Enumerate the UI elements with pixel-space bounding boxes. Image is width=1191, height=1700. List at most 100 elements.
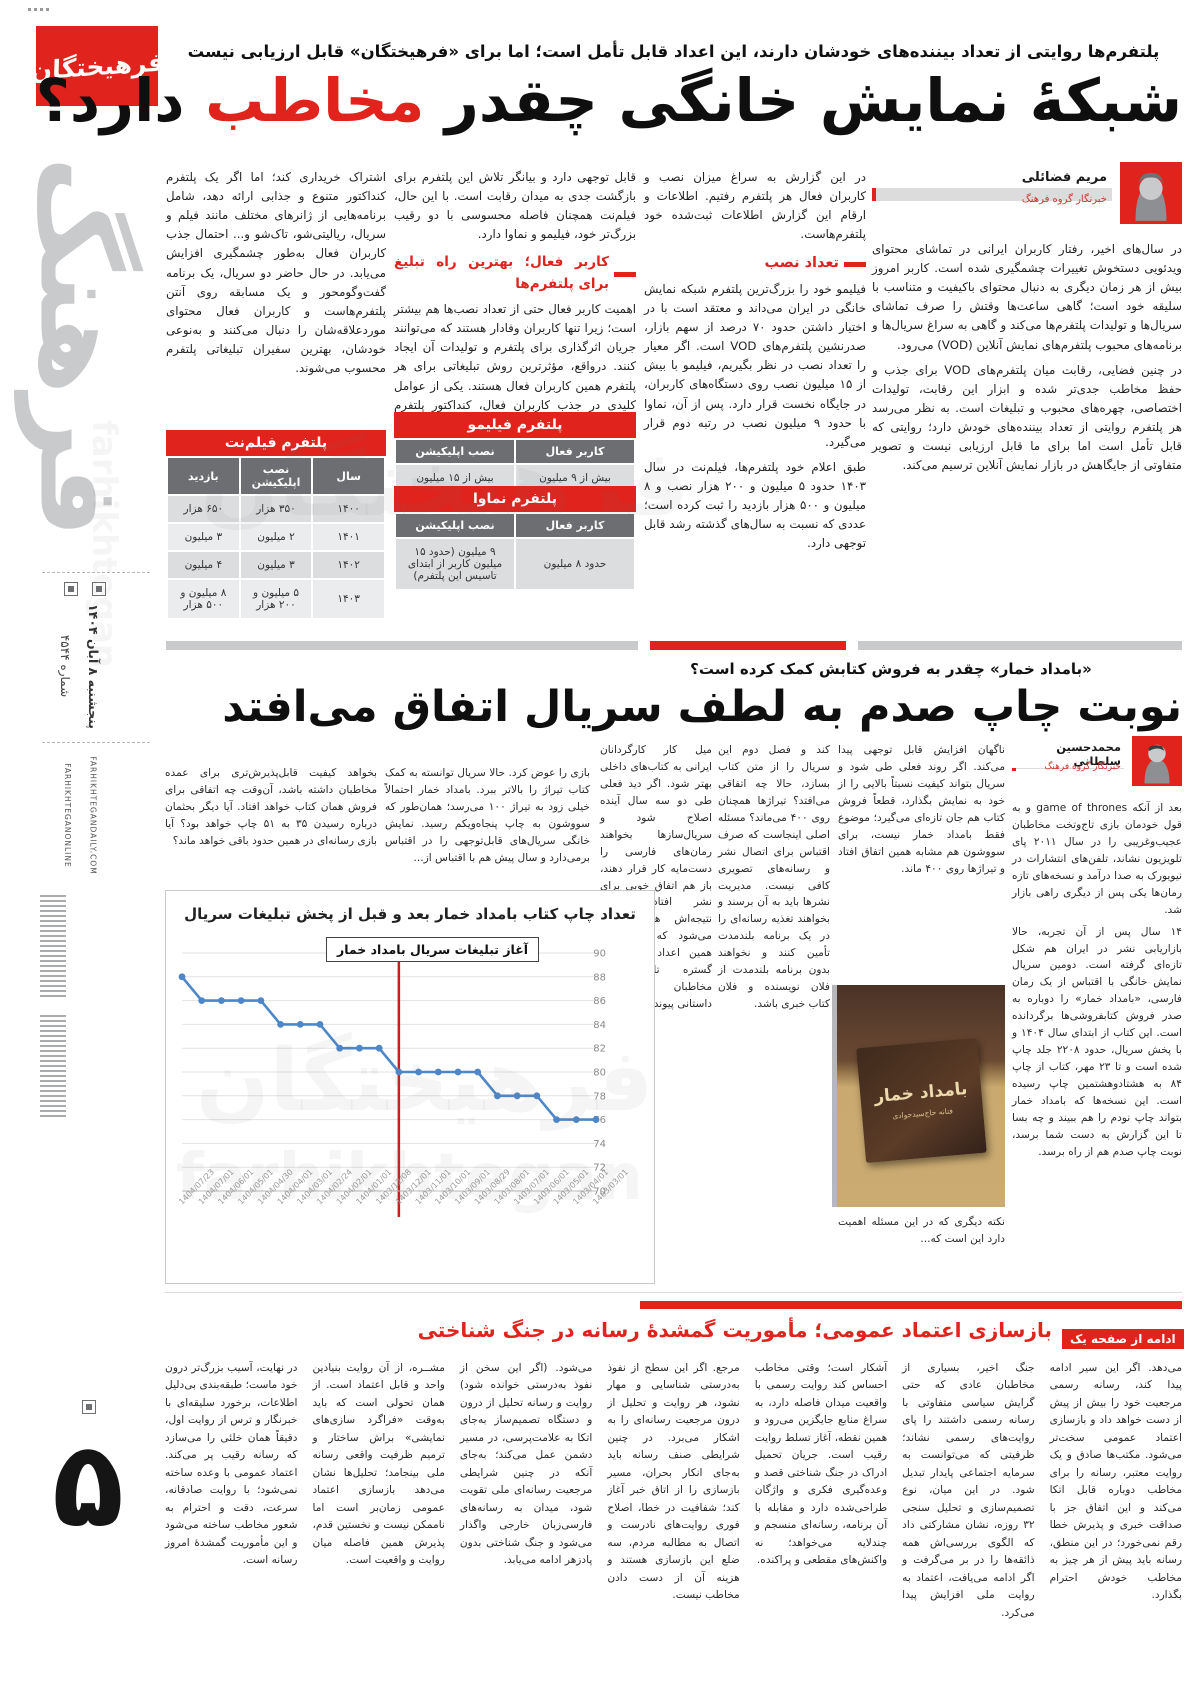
website-url-1: FARHIKHTEGANDAILY.COM	[88, 755, 98, 875]
issue-grid-icon	[64, 582, 78, 596]
barcode-block-1	[40, 895, 66, 1000]
section-divider-red	[650, 641, 846, 650]
table-row: ۱۴۰۲ ۳ میلیون ۴ میلیون	[166, 550, 386, 580]
table-row: حدود ۸ میلیون ۹ میلیون (حدود ۱۵ میلیون کا…	[394, 537, 636, 591]
article3-column-3: آشکار است؛ وقتی مخاطب احساس کند روایت رس…	[754, 1362, 888, 1567]
page-marker-icon	[82, 1400, 96, 1414]
table-title: پلتفرم نماوا	[394, 486, 636, 512]
table-header-cell: بازدید	[166, 456, 241, 496]
book-title: بامداد خمار	[872, 1078, 968, 1107]
table-row: ۱۴۰۳ ۵ میلیون و ۲۰۰ هزار ۸ میلیون و ۵۰۰ هز…	[166, 578, 386, 620]
data-table: پلتفرم نماوا کاربر فعال نصب اپلیکیشن حدود ۸…	[394, 486, 636, 591]
page-number: ۵	[52, 1415, 125, 1553]
article1-column-1: در سال‌های اخیر، رفتار کاربران ایرانی در…	[872, 240, 1182, 612]
barcode-block-2	[40, 1015, 66, 1120]
article3-column-6: مشــره، از آن روایت بنیادین واحد و قابل …	[312, 1362, 445, 1567]
svg-text:70: 70	[593, 1187, 606, 1198]
article2-above-chart-left: بخواهد کیفیت قابل‌پذیرش‌تری برای عمده مخ…	[165, 767, 377, 847]
data-table: پلتفرم فیلیمو کاربر فعال نصب اپلیکیشن بیش ا…	[394, 412, 636, 493]
data-table: پلتفرم فیلم‌نت سال نصب اپلیکیشن بازدید ۱۴۰۰ ۳…	[166, 430, 386, 620]
section-label-vertical: فرهنگ	[15, 156, 145, 538]
article1-headline: شبکهٔ نمایش خانگی چقدر مخاطب دارد؟	[35, 66, 1183, 135]
table-cell: ۱۴۰۱	[311, 522, 386, 552]
print-run-chart: تعداد چاپ کتاب بامداد خمار بعد و قبل از …	[165, 890, 655, 1284]
table-row: ۱۴۰۱ ۲ میلیون ۳ میلیون	[166, 522, 386, 552]
svg-text:90: 90	[593, 949, 606, 960]
author-photo	[1132, 736, 1182, 786]
table-title: پلتفرم فیلم‌نت	[166, 430, 386, 456]
svg-text:82: 82	[593, 1044, 606, 1055]
paragraph: قابل توجهی دارد و بیانگر تلاش این پلتفرم…	[394, 170, 636, 242]
table-header-cell: نصب اپلیکیشن	[394, 438, 516, 465]
table-cell: ۴ میلیون	[166, 550, 241, 580]
article1-author-block: مریم فضائلی خبرنگار گروه فرهنگ	[872, 162, 1182, 226]
table-cell: ۳ میلیون	[166, 522, 241, 552]
paragraph: ۱۴ سال پس از آن تجربه، حالا بازاریابی نش…	[1012, 925, 1183, 1158]
book-author: فتانه حاج‌سیدجوادی	[891, 1106, 953, 1121]
article2-column-b-bottom: نکته دیگری که در این مسئله اهمیت دارد ای…	[838, 1216, 1005, 1245]
table-header-cell: کاربر فعال	[514, 512, 636, 539]
table-header-cell: کاربر فعال	[514, 438, 636, 465]
table-cell: ۸ میلیون و ۵۰۰ هزار	[166, 578, 241, 620]
table-cell: ۱۴۰۳	[311, 578, 386, 620]
svg-text:80: 80	[593, 1068, 606, 1079]
author-name: مریم فضائلی	[1018, 170, 1110, 185]
article3-column-4: مرجع. اگر این سطح از نفوذ به‌درستی شناسا…	[607, 1362, 740, 1602]
paragraph: در چنین فضایی، رقابت میان پلتفرم‌های VOD…	[872, 362, 1182, 473]
issue-number: شماره ۴۵۴۴	[57, 634, 72, 698]
table-header-cell: نصب اپلیکیشن	[238, 456, 314, 496]
article1-column-2: در این گزارش به سراغ میزان نصب و کاربران…	[644, 168, 866, 612]
article3-continued-label: ادامه از صفحه یک	[1062, 1328, 1184, 1349]
article3-column-7: در نهایت، آسیب بزرگ‌تر درون خود ماست؛ طب…	[165, 1362, 298, 1567]
article2-headline: نوبت چاپ صدم به لطف سریال اتفاق می‌افتد	[222, 682, 1183, 732]
book-cover-photo: بامداد خمار فتانه حاج‌سیدجوادی	[832, 985, 1005, 1207]
table-header-cell: سال	[311, 456, 386, 496]
table-cell: ۳۵۰ هزار	[238, 494, 314, 524]
chart-annotation: آغاز تبلیغات سریال بامداد خمار	[326, 937, 540, 962]
paragraph: بعد از آنکه game of thrones و به قول خود…	[1012, 802, 1182, 916]
sidebar-divider-2	[42, 742, 150, 743]
article3-title: بازسازی اعتماد عمومی؛ مأموریت گمشدهٔ رسا…	[417, 1318, 1052, 1342]
table-cell: ۲ میلیون	[238, 522, 314, 552]
book-cover: بامداد خمار فتانه حاج‌سیدجوادی	[855, 1037, 987, 1164]
print-registration-marks	[28, 8, 49, 11]
chart-plot: 70727476788082848688901404/07/231404/07/…	[177, 939, 630, 1217]
subhead-dash-icon	[614, 271, 636, 277]
table-cell: ۶۵۰ هزار	[166, 494, 241, 524]
table-row: ۱۴۰۰ ۳۵۰ هزار ۶۵۰ هزار	[166, 494, 386, 524]
paragraph: اشتراک خریداری کند؛ اما اگر یک پلتفرم کن…	[166, 170, 386, 376]
newspaper-logo: فرهیختگان	[30, 26, 164, 106]
author-decorative-bar	[872, 188, 1112, 201]
article2-column-b-top: ناگهان افزایش قابل توجهی پیدا می‌کند. اگ…	[838, 744, 1005, 875]
article2-author-block: محمدحسین سلطانی خبرنگار گروه فرهنگ	[1012, 736, 1182, 792]
article3-top-bar	[640, 1301, 1182, 1309]
paragraph: کند و فصل دوم این سریال را از متن کتاب ب…	[718, 744, 830, 1011]
author-role: خبرنگار گروه فرهنگ	[1021, 194, 1107, 205]
table-cell: حدود ۸ میلیون	[514, 537, 636, 591]
table-header-cell: نصب اپلیکیشن	[394, 512, 516, 539]
svg-text:76: 76	[593, 1115, 606, 1126]
svg-text:88: 88	[593, 972, 606, 983]
article1-kicker: پلتفرم‌ها روایتی از تعداد بیننده‌های خود…	[187, 42, 1160, 61]
table-cell: ۳ میلیون	[238, 550, 314, 580]
date-line: پنجشنبه ۸ آبان ۱۴۰۴	[85, 603, 101, 729]
article1-subhead-2: کاربر فعال؛ بهترین راه تبلیغ برای پلتفرم…	[394, 252, 636, 296]
article3-column-1: می‌دهد. اگر این سیر ادامه پیدا کند، رسان…	[1049, 1362, 1182, 1602]
sidebar-divider	[42, 572, 150, 573]
paragraph: فیلیمو خود را بزرگ‌ترین پلتفرم شبکه نمای…	[644, 281, 867, 449]
paragraph: طبق اعلام خود پلتفرم‌ها، فیلم‌نت در سال …	[644, 459, 866, 551]
svg-text:86: 86	[593, 996, 606, 1007]
article2-kicker: «بامداد خمار» چقدر به فروش کتابش کمک کرد…	[690, 660, 1092, 678]
subhead-dash-icon	[844, 261, 866, 267]
svg-text:72: 72	[593, 1163, 606, 1174]
article2-column-a: بعد از آنکه game of thrones و به قول خود…	[1012, 800, 1182, 1288]
table-title: پلتفرم فیلیمو	[394, 412, 636, 438]
paragraph: در سال‌های اخیر، رفتار کاربران ایرانی در…	[872, 242, 1182, 352]
section-divider-gray	[166, 641, 638, 650]
article1-column-4: اشتراک خریداری کند؛ اما اگر یک پلتفرم کن…	[166, 168, 386, 384]
article2-column-c: کند و فصل دوم این سریال را از متن کتاب ب…	[718, 742, 830, 1288]
section-divider-gray-2	[858, 641, 1182, 650]
author-role: خبرنگار گروه فرهنگ	[1044, 762, 1121, 772]
table-filimo: پلتفرم فیلیمو کاربر فعال نصب اپلیکیشن بیش ا…	[394, 412, 636, 493]
svg-text:78: 78	[593, 1091, 606, 1102]
